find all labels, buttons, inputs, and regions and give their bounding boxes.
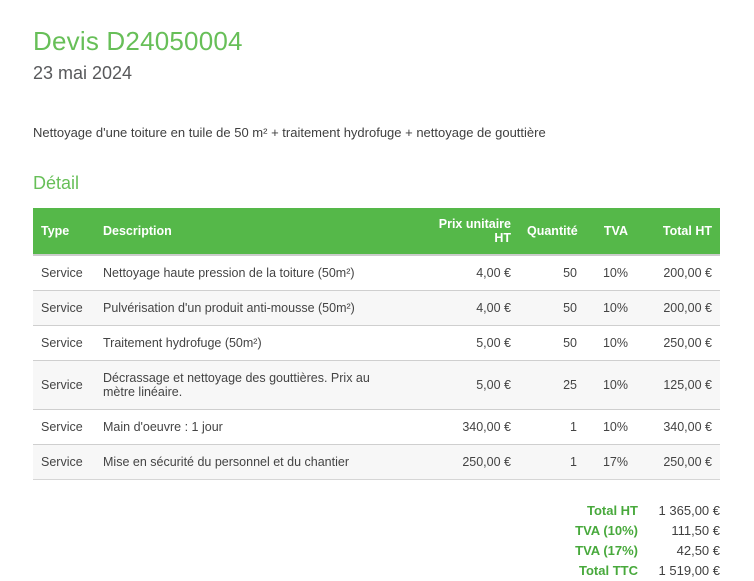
cell-total: 125,00 € [636,360,720,410]
totals-row: Total TTC 1 519,00 € [420,561,720,581]
column-header-quantity: Quantité [519,208,585,256]
column-header-unit-price: Prix unitaire HT [413,208,519,256]
cell-description: Traitement hydrofuge (50m²) [95,325,413,361]
cell-tva: 10% [585,409,636,445]
totals-value: 1 365,00 € [658,503,720,518]
column-header-tva: TVA [585,208,636,256]
totals-label: Total TTC [579,563,638,578]
cell-quantity: 1 [519,444,585,480]
table-row: Service Pulvérisation d'un produit anti-m… [33,290,720,326]
cell-quantity: 25 [519,360,585,410]
cell-total: 250,00 € [636,444,720,480]
table-row: Service Nettoyage haute pression de la to… [33,255,720,291]
table-row: Service Traitement hydrofuge (50m²) 5,00 €… [33,325,720,361]
cell-tva: 10% [602,266,628,280]
quote-title: Devis D24050004 [33,26,243,56]
totals-row: Total HT 1 365,00 € [420,501,720,521]
totals-label: Total HT [586,503,638,518]
cell-total: 200,00 € [636,290,720,326]
quote-summary: Nettoyage d'une toiture en tuile de 50 m… [33,125,546,140]
cell-unit-price: 250,00 € [413,444,519,480]
quote-date: 23 mai 2024 [33,63,133,83]
cell-type: Service [33,360,95,410]
cell-description: Mise en sécurité du personnel et du chan… [95,444,413,480]
cell-tva: 17% [585,444,636,480]
cell-type: Service [41,266,83,280]
detail-table: Type Description Prix unitaire HT Quantité T… [33,208,720,480]
cell-quantity: 50 [563,266,577,280]
cell-quantity: 50 [519,325,585,361]
cell-type: Service [33,409,95,445]
cell-tva: 10% [585,360,636,410]
cell-unit-price: 4,00 € [413,290,519,326]
cell-tva: 10% [585,325,636,361]
cell-total: 200,00 € [663,266,712,280]
cell-unit-price: 5,00 € [413,325,519,361]
totals-label: TVA (17%) [575,543,638,558]
cell-total: 340,00 € [636,409,720,445]
cell-description: Nettoyage haute pression de la toiture (… [103,266,355,280]
cell-description: Décrassage et nettoyage des gouttières. … [95,360,413,410]
cell-description: Pulvérisation d'un produit anti-mousse (… [95,290,413,326]
table-row: Service Mise en sécurité du personnel et … [33,444,720,480]
cell-quantity: 1 [519,409,585,445]
totals-row: TVA (10%) 111,50 € [420,521,720,541]
totals-row: TVA (17%) 42,50 € [420,541,720,561]
column-header-type: Type [33,208,95,256]
cell-unit-price: 4,00 € [476,266,511,280]
cell-unit-price: 5,00 € [413,360,519,410]
cell-unit-price: 340,00 € [413,409,519,445]
table-row: Service Main d'oeuvre : 1 jour 340,00 €1 10… [33,409,720,445]
cell-description: Main d'oeuvre : 1 jour [95,409,413,445]
totals-value: 111,50 € [671,523,720,538]
column-header-description: Description [95,208,413,256]
column-header-total: Total HT [636,208,720,256]
cell-type: Service [33,325,95,361]
totals-value: 42,50 € [676,543,720,558]
table-row: Service Décrassage et nettoyage des goutt… [33,360,720,410]
cell-total: 250,00 € [636,325,720,361]
cell-type: Service [33,444,95,480]
totals-value: 1 519,00 € [658,563,720,578]
cell-tva: 10% [585,290,636,326]
totals-block: Total HT 1 365,00 € TVA (10%) 111,50 € TVA (… [420,501,720,581]
cell-quantity: 50 [519,290,585,326]
table-header-row: Type Description Prix unitaire HT Quantité T… [33,208,720,256]
cell-type: Service [33,290,95,326]
detail-section-title: Détail [33,173,80,193]
totals-label: TVA (10%) [575,523,638,538]
